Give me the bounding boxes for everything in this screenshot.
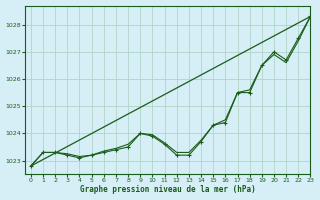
X-axis label: Graphe pression niveau de la mer (hPa): Graphe pression niveau de la mer (hPa) [80, 185, 255, 194]
